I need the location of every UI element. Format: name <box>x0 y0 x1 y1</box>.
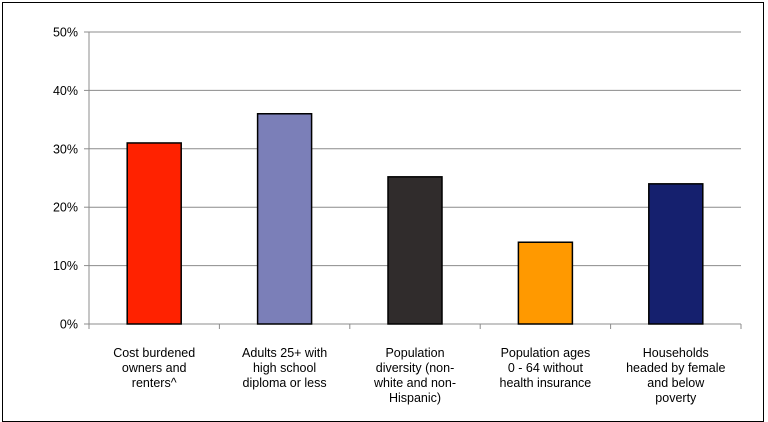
y-tick-label: 0% <box>60 318 78 332</box>
y-tick-label: 10% <box>53 259 78 273</box>
y-tick-label: 30% <box>53 142 78 156</box>
bar <box>256 113 313 325</box>
category-label: Households headed by female and below pover… <box>626 346 725 405</box>
bar <box>517 241 574 325</box>
category-label: Cost burdened owners and renters^ <box>113 346 195 390</box>
bar <box>126 142 182 325</box>
y-tick-label: 40% <box>53 84 78 98</box>
bar <box>387 176 443 325</box>
category-label: Population ages 0 - 64 without health insu… <box>500 346 592 390</box>
category-label: Population diversity (non-white and non-H… <box>373 346 456 405</box>
bar <box>648 183 704 325</box>
y-tick-label: 50% <box>53 26 78 40</box>
category-label: Adults 25+ with high school diploma or les… <box>242 346 327 390</box>
y-tick-label: 20% <box>53 201 78 215</box>
